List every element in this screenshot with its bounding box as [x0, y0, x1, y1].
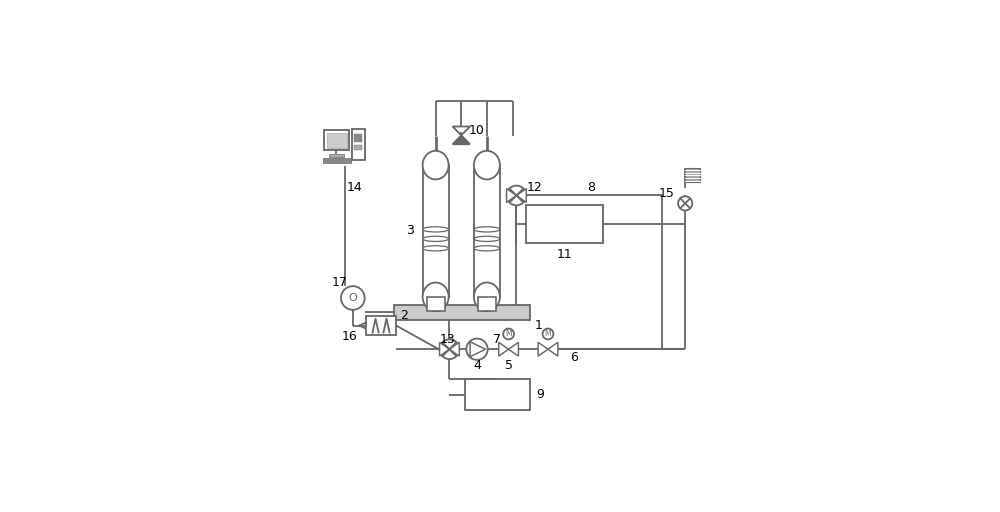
- Ellipse shape: [474, 151, 500, 179]
- Circle shape: [503, 329, 514, 339]
- Ellipse shape: [423, 283, 449, 311]
- Text: 1: 1: [534, 319, 542, 332]
- Text: 8: 8: [587, 181, 595, 194]
- Bar: [354, 134, 362, 142]
- Text: 6: 6: [570, 351, 578, 365]
- Bar: [478, 297, 496, 311]
- Text: 3: 3: [406, 224, 414, 238]
- Text: 5: 5: [505, 359, 513, 372]
- Bar: [354, 144, 362, 150]
- Ellipse shape: [423, 227, 449, 232]
- Text: 11: 11: [557, 248, 572, 261]
- Text: M: M: [505, 329, 512, 338]
- Text: 15: 15: [658, 187, 674, 200]
- Circle shape: [341, 286, 365, 310]
- Polygon shape: [507, 188, 516, 202]
- Bar: [465, 379, 530, 410]
- Circle shape: [543, 329, 553, 339]
- Ellipse shape: [474, 283, 500, 311]
- Bar: [323, 158, 351, 163]
- Ellipse shape: [474, 227, 500, 232]
- Text: 12: 12: [526, 181, 542, 194]
- Polygon shape: [685, 168, 700, 182]
- Bar: [423, 165, 449, 297]
- Text: 13: 13: [440, 333, 455, 346]
- Bar: [327, 133, 347, 148]
- Ellipse shape: [474, 236, 500, 242]
- Polygon shape: [516, 188, 526, 202]
- Polygon shape: [548, 343, 558, 356]
- Text: 7: 7: [493, 333, 501, 346]
- Polygon shape: [538, 343, 548, 356]
- Text: 9: 9: [536, 388, 544, 401]
- Bar: [324, 130, 349, 150]
- Ellipse shape: [423, 246, 449, 251]
- Bar: [526, 205, 603, 243]
- Polygon shape: [509, 343, 518, 356]
- Circle shape: [507, 186, 526, 205]
- Ellipse shape: [474, 246, 500, 251]
- Text: 4: 4: [473, 359, 481, 372]
- Text: 17: 17: [332, 276, 348, 289]
- Circle shape: [678, 196, 692, 210]
- Bar: [474, 165, 500, 297]
- Bar: [394, 305, 530, 319]
- Polygon shape: [449, 343, 459, 356]
- Bar: [366, 316, 396, 335]
- Polygon shape: [499, 343, 509, 356]
- Text: 2: 2: [400, 309, 408, 322]
- Ellipse shape: [423, 236, 449, 242]
- Text: 16: 16: [341, 330, 357, 343]
- Text: 10: 10: [469, 124, 485, 137]
- Bar: [329, 154, 344, 157]
- Polygon shape: [440, 343, 449, 356]
- Polygon shape: [453, 135, 470, 144]
- Text: 14: 14: [347, 181, 363, 194]
- Ellipse shape: [423, 151, 449, 179]
- Text: O: O: [348, 293, 357, 303]
- Bar: [427, 297, 445, 311]
- Bar: [352, 129, 365, 160]
- Text: M: M: [545, 329, 551, 338]
- Circle shape: [466, 338, 488, 360]
- Circle shape: [440, 339, 459, 359]
